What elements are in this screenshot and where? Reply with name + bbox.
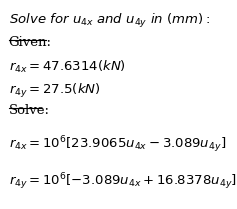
Text: $\it{Solve\ for\ u_{4x}\ and\ u_{4y}\ in\ (mm):}$: $\it{Solve\ for\ u_{4x}\ and\ u_{4y}\ in… xyxy=(9,12,210,30)
Text: $r_{4y} = 27.5(kN)$: $r_{4y} = 27.5(kN)$ xyxy=(9,82,100,100)
Text: Given:: Given: xyxy=(9,36,52,50)
Text: $r_{4y} = 10^{6}[-3.089u_{4x} + 16.8378u_{4y}]$: $r_{4y} = 10^{6}[-3.089u_{4x} + 16.8378u… xyxy=(9,172,237,192)
Text: $r_{4x} = 10^{6}[23.9065u_{4x} - 3.089u_{4y}]$: $r_{4x} = 10^{6}[23.9065u_{4x} - 3.089u_… xyxy=(9,134,226,155)
Text: $r_{4x} = 47.6314(kN)$: $r_{4x} = 47.6314(kN)$ xyxy=(9,59,126,75)
Text: Solve:: Solve: xyxy=(9,104,50,117)
